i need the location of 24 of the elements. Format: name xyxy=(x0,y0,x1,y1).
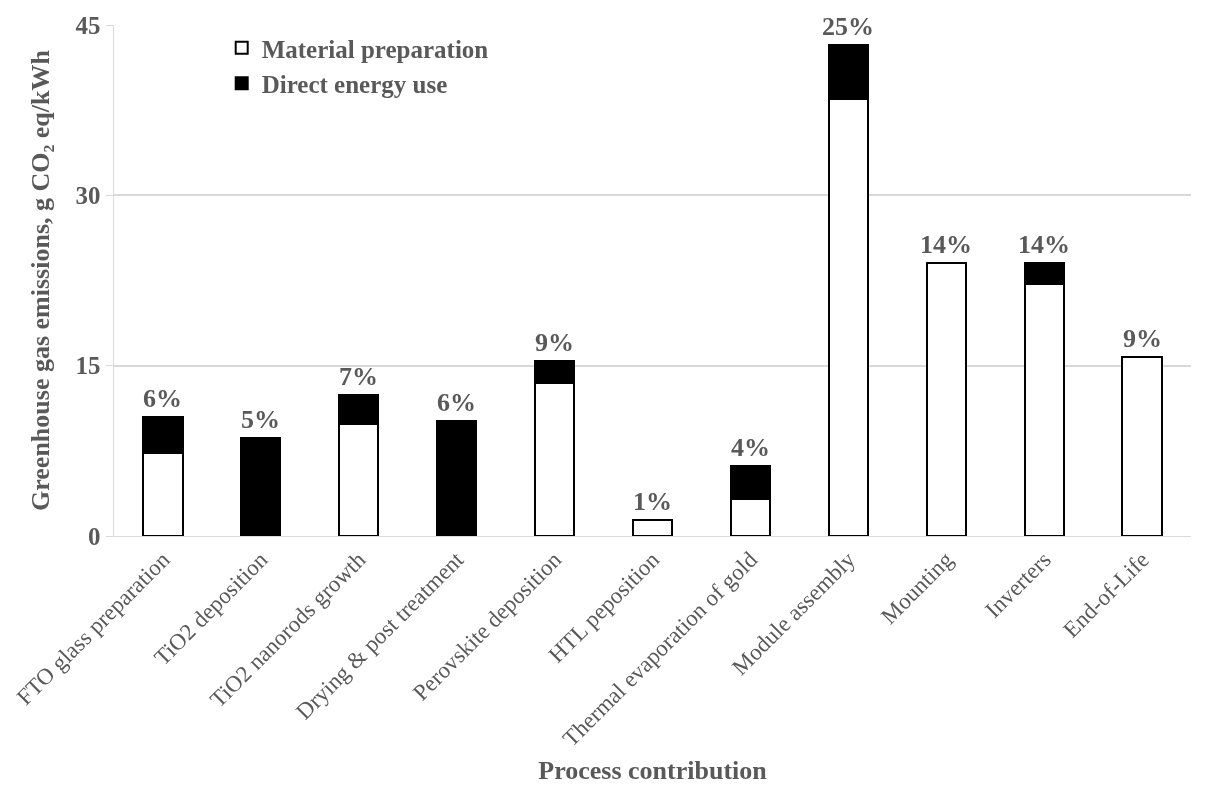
annotation: 1% xyxy=(633,487,672,516)
annotation: 14% xyxy=(1018,230,1070,259)
y-tick-label: 45 xyxy=(75,11,101,39)
annotation: 6% xyxy=(143,384,182,413)
y-axis-title: Greenhouse gas emissions, g CO₂ eq/kWh xyxy=(26,49,56,511)
annotation: 9% xyxy=(1123,324,1162,353)
annotation: 4% xyxy=(731,433,770,462)
y-tick-label: 15 xyxy=(75,352,101,380)
annotation: 5% xyxy=(241,405,280,434)
annotation: 6% xyxy=(437,388,476,417)
x-axis-title: Process contribution xyxy=(538,755,768,785)
bar xyxy=(240,437,282,536)
legend-label: Direct energy use xyxy=(261,71,448,98)
bar xyxy=(1121,355,1163,536)
y-tick-label: 30 xyxy=(75,182,101,210)
bar xyxy=(631,519,674,536)
bar xyxy=(436,420,478,536)
legend-label: Material preparation xyxy=(261,35,489,63)
y-tick-label: 0 xyxy=(88,522,101,550)
annotation: 7% xyxy=(339,362,378,391)
bar xyxy=(925,262,967,536)
annotation: 9% xyxy=(535,328,574,357)
annotation: 25% xyxy=(822,12,874,41)
annotation: 14% xyxy=(920,230,972,259)
